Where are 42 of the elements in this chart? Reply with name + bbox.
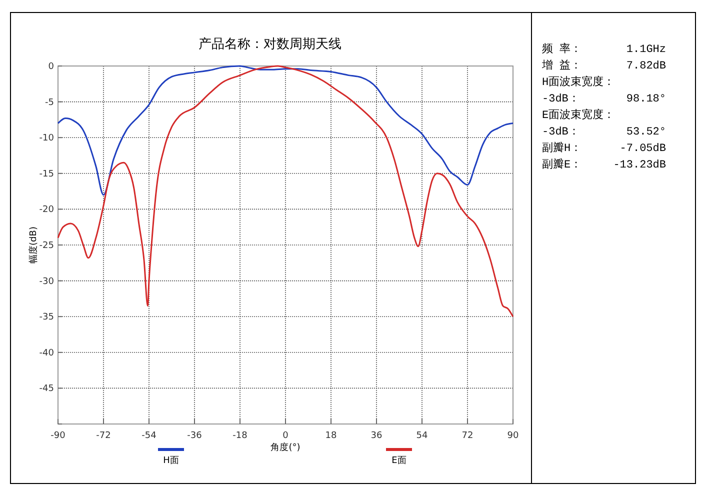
y-tick-label: 0 bbox=[48, 62, 54, 72]
line-series bbox=[57, 65, 514, 196]
y-tick-label: -40 bbox=[39, 348, 54, 358]
text: 频 率： bbox=[542, 42, 582, 56]
x-tick-label: 72 bbox=[462, 431, 474, 441]
x-tick-label: 0 bbox=[282, 431, 289, 441]
y-tick-label: -35 bbox=[39, 312, 54, 323]
text: -13.23dB bbox=[613, 160, 666, 172]
y-tick-label: -45 bbox=[39, 384, 54, 394]
text: -3dB： bbox=[542, 126, 580, 138]
text: 1.1GHz bbox=[626, 44, 666, 56]
line-series bbox=[57, 65, 514, 318]
text: -7.05dB bbox=[620, 143, 666, 155]
y-tick-label: -30 bbox=[39, 276, 54, 287]
text: 副瓣H： bbox=[542, 141, 582, 155]
x-tick-label: 54 bbox=[416, 431, 428, 441]
x-tick-label: -36 bbox=[187, 431, 202, 441]
y-axis-title: 幅度(dB) bbox=[28, 226, 39, 264]
x-tick-label: -90 bbox=[50, 431, 66, 441]
y-tick-label: -10 bbox=[39, 134, 54, 144]
x-tick-label: -18 bbox=[232, 431, 248, 441]
text: 副瓣E： bbox=[542, 158, 582, 172]
text: 增 益： bbox=[541, 60, 582, 72]
x-tick-label: 90 bbox=[507, 431, 519, 441]
x-tick-label: 18 bbox=[325, 431, 337, 441]
text: 53.52° bbox=[626, 126, 666, 138]
y-tick-label: -25 bbox=[39, 241, 54, 251]
text: 7.82dB bbox=[626, 60, 666, 72]
y-tick-label: -5 bbox=[45, 98, 54, 108]
y-tick-label: -20 bbox=[39, 205, 54, 216]
x-axis-title: 角度(°) bbox=[270, 442, 300, 453]
x-tick-label: -72 bbox=[96, 431, 111, 441]
text: H面波束宽度： bbox=[542, 75, 615, 89]
x-tick-label: -54 bbox=[142, 431, 157, 441]
legend-label: E面 bbox=[392, 456, 406, 466]
y-tick-label: -15 bbox=[39, 169, 54, 180]
chart-title: 产品名称：对数周期天线 bbox=[198, 37, 342, 52]
x-tick-label: 36 bbox=[370, 431, 382, 441]
text: 98.18° bbox=[626, 94, 666, 106]
legend-label: H面 bbox=[163, 456, 179, 466]
text: E面波束宽度： bbox=[542, 108, 615, 122]
text: -3dB： bbox=[542, 94, 580, 106]
